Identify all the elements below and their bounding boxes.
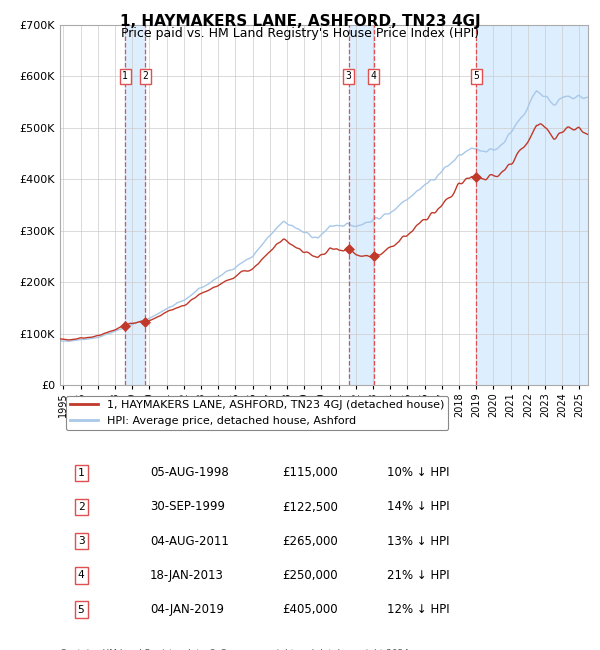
- Text: 2: 2: [142, 72, 148, 81]
- Text: 04-JAN-2019: 04-JAN-2019: [150, 603, 224, 616]
- Text: 5: 5: [473, 72, 479, 81]
- Bar: [349, 25, 374, 385]
- Text: 1: 1: [78, 468, 85, 478]
- Text: £115,000: £115,000: [282, 466, 338, 479]
- Text: 10% ↓ HPI: 10% ↓ HPI: [388, 466, 450, 479]
- Text: £405,000: £405,000: [282, 603, 337, 616]
- Text: 1, HAYMAKERS LANE, ASHFORD, TN23 4GJ: 1, HAYMAKERS LANE, ASHFORD, TN23 4GJ: [119, 14, 481, 29]
- Text: Price paid vs. HM Land Registry's House Price Index (HPI): Price paid vs. HM Land Registry's House …: [121, 27, 479, 40]
- Text: 12% ↓ HPI: 12% ↓ HPI: [388, 603, 450, 616]
- Text: 3: 3: [346, 72, 352, 81]
- Text: 1: 1: [122, 72, 128, 81]
- Text: 5: 5: [78, 604, 85, 615]
- Text: 4: 4: [78, 571, 85, 580]
- Bar: [125, 25, 145, 385]
- Text: £250,000: £250,000: [282, 569, 337, 582]
- Text: £122,500: £122,500: [282, 500, 338, 514]
- Text: 30-SEP-1999: 30-SEP-1999: [150, 500, 225, 514]
- Bar: [476, 25, 600, 385]
- Text: 14% ↓ HPI: 14% ↓ HPI: [388, 500, 450, 514]
- Text: 13% ↓ HPI: 13% ↓ HPI: [388, 535, 450, 548]
- Text: 4: 4: [371, 72, 377, 81]
- Legend: 1, HAYMAKERS LANE, ASHFORD, TN23 4GJ (detached house), HPI: Average price, detac: 1, HAYMAKERS LANE, ASHFORD, TN23 4GJ (de…: [65, 396, 448, 430]
- Text: 04-AUG-2011: 04-AUG-2011: [150, 535, 229, 548]
- Text: £265,000: £265,000: [282, 535, 338, 548]
- Text: 05-AUG-1998: 05-AUG-1998: [150, 466, 229, 479]
- Text: 18-JAN-2013: 18-JAN-2013: [150, 569, 224, 582]
- Text: 2: 2: [78, 502, 85, 512]
- Text: 3: 3: [78, 536, 85, 546]
- Text: 21% ↓ HPI: 21% ↓ HPI: [388, 569, 450, 582]
